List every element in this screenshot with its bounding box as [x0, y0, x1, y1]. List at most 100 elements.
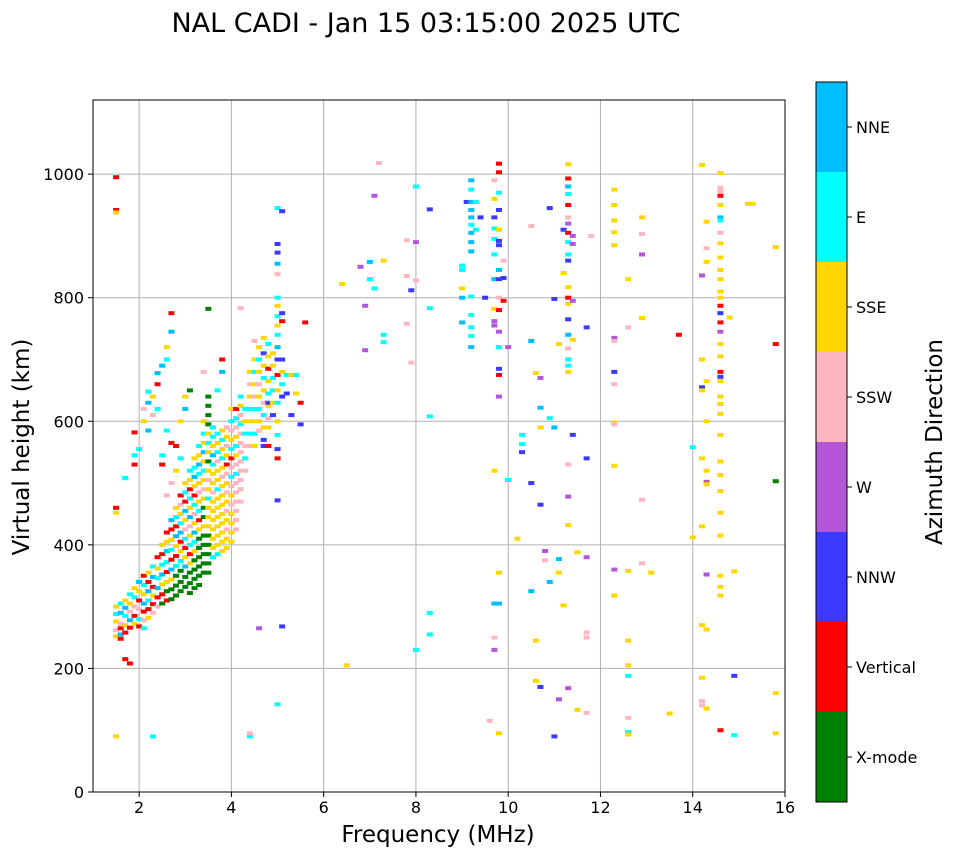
data-point — [228, 447, 235, 452]
data-point — [173, 505, 180, 510]
data-point — [163, 598, 170, 603]
data-point — [565, 184, 572, 189]
data-point — [283, 391, 290, 396]
data-point — [140, 573, 147, 578]
data-point — [283, 372, 290, 377]
data-point — [131, 462, 138, 467]
data-point — [500, 298, 507, 303]
data-point — [209, 536, 216, 541]
data-point — [583, 635, 590, 640]
y-tick-label: 400 — [53, 536, 84, 555]
data-point — [537, 376, 544, 381]
data-point — [495, 227, 502, 232]
data-point — [191, 549, 198, 554]
data-point — [145, 570, 152, 575]
data-point — [495, 161, 502, 166]
data-point — [555, 342, 562, 347]
data-point — [625, 673, 632, 678]
data-point — [223, 518, 230, 523]
data-point — [689, 445, 696, 450]
data-point — [265, 425, 272, 430]
data-point — [131, 430, 138, 435]
data-point — [200, 515, 207, 520]
data-point — [205, 505, 212, 510]
data-point — [182, 490, 189, 495]
data-point — [638, 316, 645, 321]
data-point — [625, 638, 632, 643]
data-point — [491, 468, 498, 473]
data-point — [625, 663, 632, 668]
data-point — [408, 288, 415, 293]
colorbar-tick-label: NNE — [856, 118, 890, 137]
colorbar-tick-label: E — [856, 208, 866, 227]
data-point — [717, 593, 724, 598]
data-point — [233, 434, 240, 439]
data-point — [228, 428, 235, 433]
data-point — [703, 419, 710, 424]
data-point — [242, 406, 249, 411]
data-point — [251, 431, 258, 436]
data-point — [666, 711, 673, 716]
data-point — [703, 219, 710, 224]
data-point — [200, 468, 207, 473]
data-point — [675, 332, 682, 337]
data-point — [237, 431, 244, 436]
data-point — [223, 434, 230, 439]
data-point — [219, 369, 226, 374]
data-point — [717, 277, 724, 282]
data-point — [173, 444, 180, 448]
data-point — [495, 190, 502, 195]
data-point — [403, 274, 410, 279]
data-point — [625, 277, 632, 282]
data-point — [246, 382, 253, 387]
data-point — [237, 394, 244, 399]
data-point — [191, 521, 198, 526]
data-point — [177, 549, 184, 554]
data-point — [265, 416, 272, 421]
data-point — [191, 484, 198, 489]
data-point — [274, 447, 281, 452]
data-point — [565, 240, 572, 245]
data-point — [219, 437, 226, 442]
data-point — [569, 298, 576, 303]
data-point — [514, 536, 521, 541]
data-point — [205, 561, 212, 566]
colorbar-swatch-x-mode — [816, 712, 847, 802]
data-point — [468, 187, 475, 192]
data-point — [279, 319, 286, 324]
data-point — [698, 675, 705, 680]
data-point — [223, 425, 230, 430]
data-point — [186, 561, 193, 566]
data-point — [246, 369, 253, 374]
data-point — [638, 232, 645, 237]
data-point — [237, 459, 244, 464]
data-point — [223, 508, 230, 513]
data-point — [482, 295, 489, 300]
data-point — [625, 568, 632, 573]
data-point — [223, 545, 230, 550]
data-point — [717, 354, 724, 359]
data-point — [251, 382, 258, 387]
data-point — [251, 394, 258, 399]
data-point — [537, 502, 544, 507]
data-point — [163, 428, 170, 433]
data-point — [191, 493, 198, 498]
data-point — [168, 547, 175, 552]
data-point — [209, 555, 216, 560]
data-point — [698, 162, 705, 167]
data-point — [209, 453, 216, 458]
data-point — [186, 533, 193, 538]
data-point — [698, 273, 705, 278]
data-point — [500, 258, 507, 263]
data-point — [182, 508, 189, 513]
data-point — [145, 607, 152, 612]
data-point — [459, 263, 466, 268]
data-point — [251, 419, 258, 424]
data-point — [182, 564, 189, 569]
data-point — [703, 479, 710, 484]
data-points — [113, 161, 779, 739]
data-point — [214, 388, 221, 393]
data-point — [772, 731, 779, 736]
data-point — [191, 502, 198, 507]
